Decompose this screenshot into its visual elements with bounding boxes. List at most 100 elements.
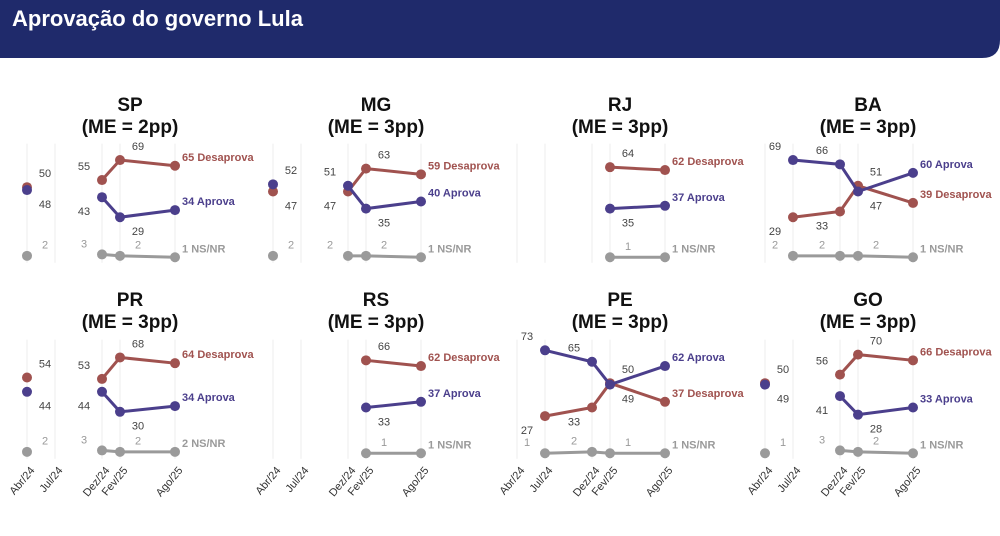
end-label-value: 34 — [182, 196, 195, 208]
point — [660, 165, 670, 176]
end-label: 65 Desaprova — [182, 152, 254, 164]
series-line — [101, 448, 175, 454]
end-label-name: Desaprova — [197, 152, 254, 164]
end-label-name: Desaprova — [443, 160, 500, 172]
end-label-value: 39 — [920, 189, 932, 201]
end-label: 1 NS/NR — [920, 439, 963, 451]
end-label: 1 NS/NR — [672, 243, 715, 255]
point-label: 50 — [622, 364, 634, 376]
point — [788, 250, 798, 261]
end-label-value: 64 — [182, 349, 195, 361]
end-label: 66 Desaprova — [920, 346, 992, 358]
point — [416, 252, 426, 263]
point — [361, 355, 371, 366]
point — [908, 252, 918, 263]
point-label: 47 — [870, 200, 882, 212]
point-label: 2 — [288, 240, 294, 252]
end-label-value: 1 — [672, 243, 678, 255]
end-label: 62 Desaprova — [428, 352, 500, 364]
point-label: 48 — [39, 199, 51, 211]
point — [115, 352, 125, 363]
x-tick-label: Jul/24 — [775, 465, 803, 495]
point-label: 73 — [521, 331, 533, 343]
point — [361, 163, 371, 174]
point — [97, 373, 107, 384]
series-line — [100, 158, 176, 182]
x-tick-label: Abr/24 — [745, 465, 775, 498]
point — [115, 212, 125, 223]
point-label: 1 — [381, 437, 387, 449]
page-title: Aprovação do governo Lula — [12, 6, 304, 31]
point — [268, 179, 278, 190]
x-tick-label: Abr/24 — [497, 465, 527, 498]
point-label: 2 — [873, 436, 879, 448]
end-label-value: 62 — [428, 352, 440, 364]
point — [97, 192, 107, 203]
end-label-name: NS/NR — [437, 243, 471, 255]
point — [361, 448, 371, 459]
point — [22, 185, 32, 196]
end-label-value: 1 — [920, 243, 926, 255]
end-label: 1 NS/NR — [428, 243, 471, 255]
point-label: 29 — [769, 226, 781, 238]
panel-title: GO — [853, 290, 883, 311]
end-label: 59 Desaprova — [428, 160, 500, 172]
x-tick-label: Abr/24 — [253, 465, 283, 498]
series-line — [609, 204, 666, 211]
series-line — [544, 381, 666, 418]
point — [660, 396, 670, 407]
point-label: 2 — [571, 436, 577, 448]
end-label-name: Aprova — [687, 192, 726, 204]
point — [416, 169, 426, 180]
series-line — [346, 184, 422, 211]
panel-subtitle: (ME = 3pp) — [572, 312, 669, 333]
point-label: 35 — [378, 218, 390, 230]
x-tick-label: Ago/25 — [892, 465, 924, 499]
point — [343, 180, 353, 191]
point — [908, 355, 918, 366]
point-label: 3 — [819, 434, 825, 446]
point-label: 50 — [39, 168, 51, 180]
end-label-value: 1 — [182, 243, 188, 255]
panel-subtitle: (ME = 3pp) — [572, 117, 669, 138]
end-label-name: Aprova — [197, 392, 236, 404]
point — [343, 250, 353, 261]
point-label: 2 — [772, 240, 778, 252]
point — [170, 446, 180, 457]
point-label: 2 — [42, 240, 48, 252]
point — [115, 446, 125, 457]
series-line — [544, 348, 666, 387]
point-label: 35 — [622, 218, 634, 230]
end-label-name: NS/NR — [929, 439, 963, 451]
end-label-name: Aprova — [443, 187, 482, 199]
series-line — [346, 167, 422, 193]
panel-title: PE — [607, 290, 632, 311]
point — [22, 386, 32, 397]
point-label: 27 — [521, 425, 533, 437]
point-label: 69 — [132, 141, 144, 153]
end-label-value: 1 — [672, 439, 678, 451]
point-label: 2 — [42, 436, 48, 448]
point — [268, 250, 278, 261]
end-label: 40 Aprova — [428, 187, 482, 199]
point — [660, 252, 670, 263]
point-label: 2 — [381, 240, 387, 252]
point — [908, 197, 918, 208]
point-label: 66 — [378, 341, 390, 353]
end-label: 34 Aprova — [182, 196, 236, 208]
point — [170, 160, 180, 171]
point — [97, 249, 107, 260]
point — [540, 345, 550, 356]
point — [115, 250, 125, 261]
end-label: 62 Desaprova — [672, 156, 744, 168]
point — [361, 250, 371, 261]
end-label-name: Desaprova — [197, 349, 254, 361]
point-label: 29 — [132, 226, 144, 238]
end-label-value: 34 — [182, 392, 195, 404]
end-label-name: Desaprova — [687, 388, 744, 400]
series-line — [792, 184, 914, 219]
point — [416, 196, 426, 207]
point-label: 66 — [816, 145, 828, 157]
point — [788, 212, 798, 223]
end-label-name: Aprova — [443, 388, 482, 400]
